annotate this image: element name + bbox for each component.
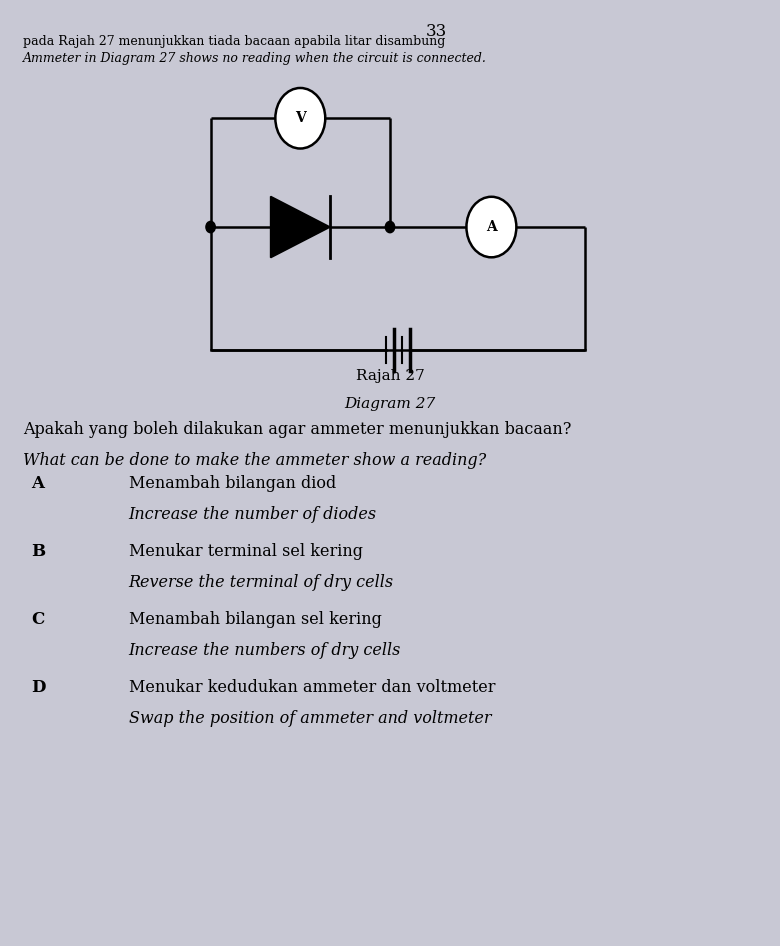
Text: Reverse the terminal of dry cells: Reverse the terminal of dry cells xyxy=(129,574,394,591)
Text: A: A xyxy=(486,220,497,234)
Circle shape xyxy=(275,88,325,149)
Text: Apakah yang boleh dilakukan agar ammeter menunjukkan bacaan?: Apakah yang boleh dilakukan agar ammeter… xyxy=(23,421,572,438)
Text: Rajah 27: Rajah 27 xyxy=(356,369,424,383)
Text: Increase the numbers of dry cells: Increase the numbers of dry cells xyxy=(129,642,401,659)
Text: Menukar kedudukan ammeter dan voltmeter: Menukar kedudukan ammeter dan voltmeter xyxy=(129,679,495,696)
Text: Menambah bilangan diod: Menambah bilangan diod xyxy=(129,475,336,492)
Text: C: C xyxy=(31,611,44,628)
Text: 33: 33 xyxy=(426,23,448,40)
Polygon shape xyxy=(271,197,330,257)
Text: What can be done to make the ammeter show a reading?: What can be done to make the ammeter sho… xyxy=(23,452,487,469)
Text: B: B xyxy=(31,543,45,560)
Circle shape xyxy=(466,197,516,257)
Circle shape xyxy=(206,221,215,233)
Circle shape xyxy=(385,221,395,233)
Text: Diagram 27: Diagram 27 xyxy=(345,397,435,412)
Text: Ammeter in Diagram 27 shows no reading when the circuit is connected.: Ammeter in Diagram 27 shows no reading w… xyxy=(23,52,487,65)
Text: D: D xyxy=(31,679,46,696)
Text: pada Rajah 27 menunjukkan tiada bacaan apabila litar disambung: pada Rajah 27 menunjukkan tiada bacaan a… xyxy=(23,35,446,48)
Text: Menambah bilangan sel kering: Menambah bilangan sel kering xyxy=(129,611,381,628)
Text: Increase the number of diodes: Increase the number of diodes xyxy=(129,506,377,523)
Text: A: A xyxy=(31,475,44,492)
Text: Menukar terminal sel kering: Menukar terminal sel kering xyxy=(129,543,363,560)
Text: V: V xyxy=(295,112,306,125)
Text: Swap the position of ammeter and voltmeter: Swap the position of ammeter and voltmet… xyxy=(129,710,491,727)
